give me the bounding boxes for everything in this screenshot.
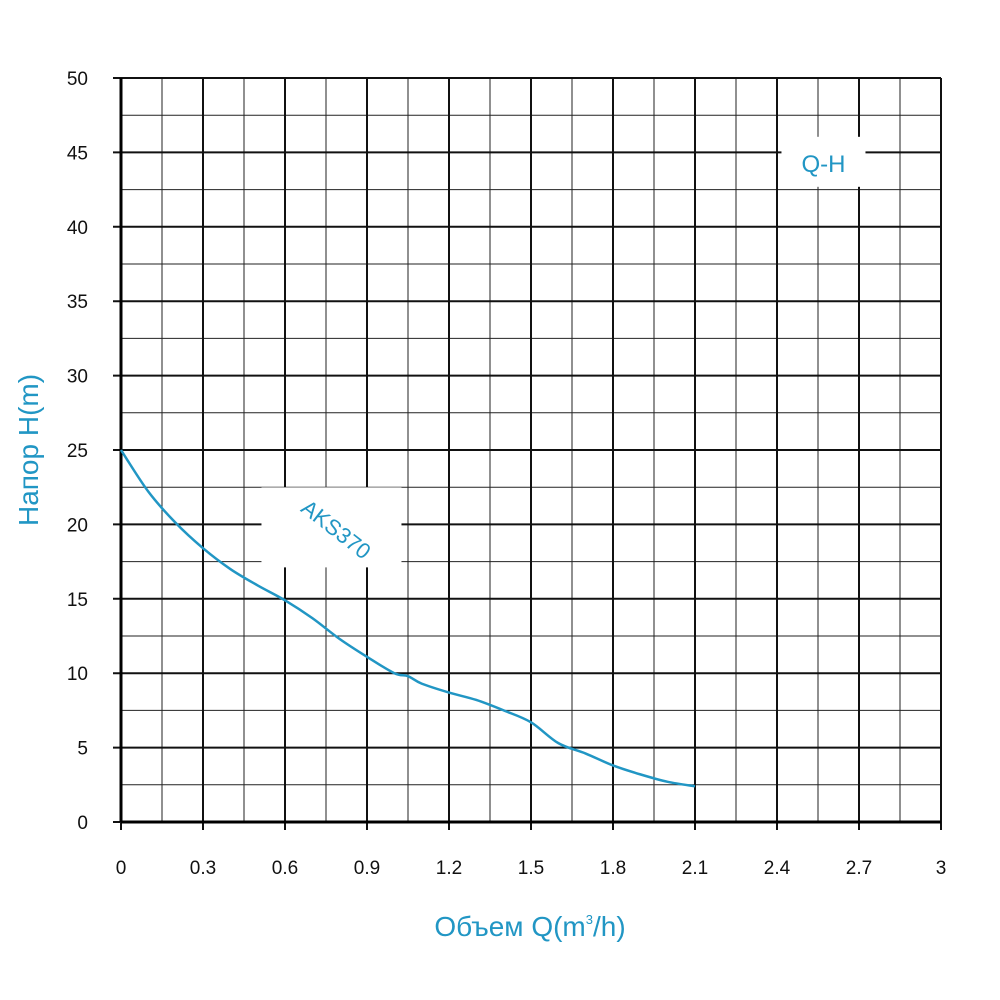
x-axis-title-main: Объем Q(m [434,911,585,942]
y-tick-label: 45 [67,143,88,164]
series-label-background [261,487,402,568]
annotation-box: Q-H [781,136,866,187]
y-tick-label: 20 [67,515,88,536]
x-tick-labels: 0 0.3 0.6 0.9 1.2 1.5 1.8 2.1 2.4 2.7 3 [116,858,947,879]
x-tick-label: 2.7 [846,858,872,879]
y-tick-label: 0 [77,813,88,834]
y-tick-label: 50 [67,69,88,90]
x-tick-label: 2.4 [764,858,791,879]
x-tick-label: 3 [936,858,947,879]
y-axis-title: Напор H(m) [13,374,44,526]
x-axis-title-sup: 3 [586,912,593,927]
y-tick-label: 40 [67,218,88,239]
y-tick-label: 25 [67,441,88,462]
x-tick-label: 0 [116,858,127,879]
x-axis-title: Объем Q(m3/h) [434,911,625,942]
series-lines [119,449,696,788]
x-axis-title-tail: /h) [593,911,626,942]
series-line-aks370 [119,449,696,788]
x-tick-label: 1.5 [518,858,544,879]
x-tick-label: 0.3 [190,858,216,879]
annotation-text: Q-H [801,151,845,178]
series-label-box: AKS370 [261,487,402,568]
x-tick-label: 0.9 [354,858,380,879]
y-tick-label: 15 [67,590,88,611]
x-tick-label: 0.6 [272,858,298,879]
x-tick-label: 2.1 [682,858,708,879]
x-tick-label: 1.8 [600,858,626,879]
y-tick-label: 5 [77,739,88,760]
annotation-background [781,136,866,187]
y-tick-label: 35 [67,292,88,313]
y-tick-label: 10 [67,664,88,685]
y-tick-label: 30 [67,367,88,388]
grid [113,77,942,830]
y-tick-labels: 0 5 10 15 20 25 30 35 40 45 50 [67,69,88,834]
x-tick-label: 1.2 [436,858,462,879]
